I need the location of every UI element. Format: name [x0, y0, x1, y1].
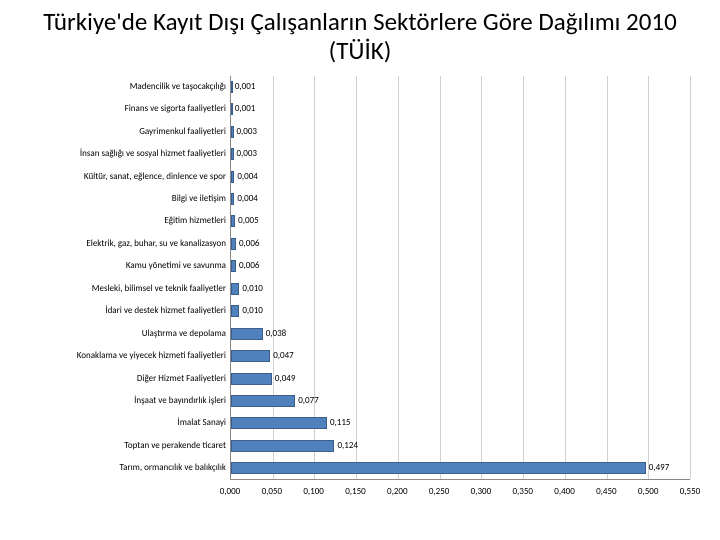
bar-row: 0,010	[231, 304, 690, 318]
value-label: 0,497	[646, 461, 670, 475]
bar-row: 0,047	[231, 349, 690, 363]
value-label: 0,077	[295, 394, 319, 408]
bar-row: 0,049	[231, 372, 690, 386]
bar-row: 0,497	[231, 461, 690, 475]
x-tick-label: 0,450	[596, 486, 617, 497]
category-label: İmalat Sanayi	[177, 416, 226, 430]
bar	[231, 440, 334, 452]
x-tick-label: 0,350	[512, 486, 533, 497]
bar-row: 0,006	[231, 259, 690, 273]
category-label: Diğer Hizmet Faaliyetleri	[137, 372, 226, 386]
category-label: Ulaştırma ve depolama	[142, 327, 226, 341]
plot-region: 0,001 0,001 0,003 0,003 0,004 0,004 0,005 0,006…	[230, 76, 690, 480]
bar-row: 0,003	[231, 147, 690, 161]
value-label: 0,047	[270, 349, 294, 363]
bar-row: 0,010	[231, 282, 690, 296]
chart-area: 0,001 0,001 0,003 0,003 0,004 0,004 0,005 0,006…	[20, 76, 700, 506]
value-label: 0,010	[239, 282, 263, 296]
bar-row: 0,005	[231, 214, 690, 228]
category-label: Konaklama ve yiyecek hizmeti faaliyetler…	[77, 349, 226, 363]
category-label: Madencilik ve taşocakçılığı	[130, 80, 226, 94]
category-label: İnsan sağlığı ve sosyal hizmet faaliyetl…	[80, 147, 226, 161]
bar-row: 0,004	[231, 192, 690, 206]
category-label: Gayrimenkul faaliyetleri	[139, 125, 226, 139]
value-label: 0,038	[263, 327, 287, 341]
value-label: 0,005	[235, 214, 259, 228]
x-tick-label: 0,000	[220, 486, 241, 497]
bar-row: 0,004	[231, 170, 690, 184]
value-label: 0,010	[239, 304, 263, 318]
category-label: Tarım, ormancılık ve balıkçılık	[119, 461, 226, 475]
x-axis-labels: 0,0000,0500,1000,1500,2000,2500,3000,350…	[230, 482, 690, 506]
category-label: Finans ve sigorta faaliyetleri	[125, 102, 226, 116]
value-label: 0,003	[234, 147, 258, 161]
x-tick-label: 0,550	[680, 486, 701, 497]
value-label: 0,001	[232, 80, 256, 94]
value-label: 0,003	[234, 125, 258, 139]
x-tick-label: 0,100	[303, 486, 324, 497]
x-tick-label: 0,400	[554, 486, 575, 497]
bar	[231, 305, 239, 317]
bar	[231, 462, 646, 474]
category-label: Mesleki, bilimsel ve teknik faaliyetler	[92, 282, 226, 296]
value-label: 0,124	[334, 439, 358, 453]
x-tick-label: 0,150	[345, 486, 366, 497]
category-label: Kültür, sanat, eğlence, dinlence ve spor	[84, 170, 226, 184]
value-label: 0,004	[234, 170, 258, 184]
value-label: 0,006	[236, 237, 260, 251]
bar-row: 0,077	[231, 394, 690, 408]
category-label: Kamu yönetimi ve savunma	[126, 259, 226, 273]
bar	[231, 350, 270, 362]
x-tick-label: 0,200	[387, 486, 408, 497]
bar-row: 0,038	[231, 327, 690, 341]
bar-row: 0,115	[231, 416, 690, 430]
bar-row: 0,001	[231, 80, 690, 94]
category-label: İnşaat ve bayındırlık işleri	[134, 394, 226, 408]
bar-row: 0,003	[231, 125, 690, 139]
category-label: Toptan ve perakende ticaret	[124, 439, 226, 453]
chart-title: Türkiye'de Kayıt Dışı Çalışanların Sektö…	[0, 0, 720, 70]
bar-row: 0,006	[231, 237, 690, 251]
category-label: İdari ve destek hizmet faaliyetleri	[105, 304, 226, 318]
value-label: 0,115	[327, 416, 351, 430]
bar	[231, 373, 272, 385]
x-tick-label: 0,500	[638, 486, 659, 497]
bar	[231, 328, 263, 340]
gridline	[690, 76, 691, 479]
category-label: Bilgi ve iletişim	[172, 192, 226, 206]
value-label: 0,001	[232, 102, 256, 116]
bar	[231, 417, 327, 429]
bar-row: 0,001	[231, 102, 690, 116]
value-label: 0,049	[272, 372, 296, 386]
value-label: 0,006	[236, 259, 260, 273]
bar	[231, 395, 295, 407]
bar	[231, 283, 239, 295]
x-tick-label: 0,050	[262, 486, 283, 497]
x-tick-label: 0,250	[429, 486, 450, 497]
category-label: Elektrik, gaz, buhar, su ve kanalizasyon	[86, 237, 226, 251]
value-label: 0,004	[234, 192, 258, 206]
x-tick-label: 0,300	[471, 486, 492, 497]
category-label: Eğitim hizmetleri	[164, 214, 226, 228]
bar-row: 0,124	[231, 439, 690, 453]
